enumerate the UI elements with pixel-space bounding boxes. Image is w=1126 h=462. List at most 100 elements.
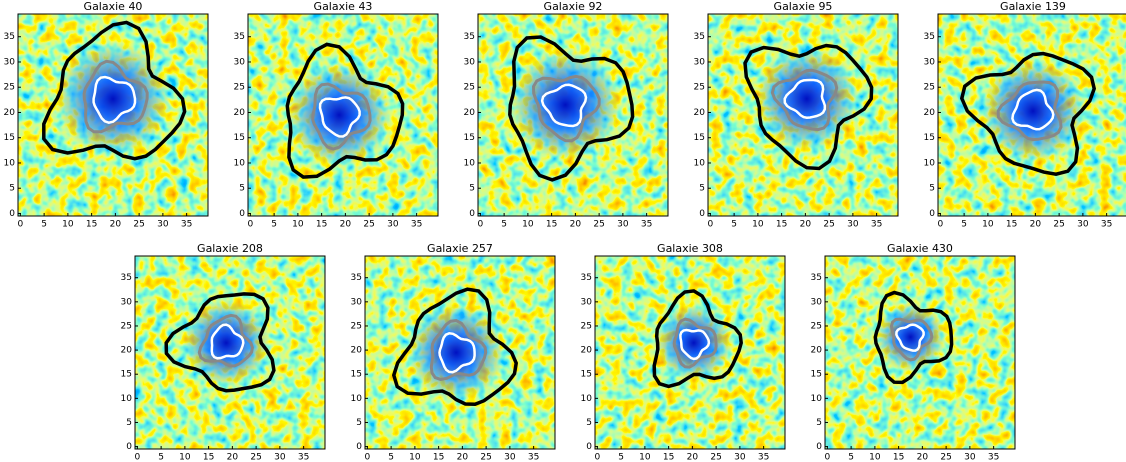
x-tick-label: 15 [663, 453, 674, 462]
y-tick-label: 25 [121, 321, 132, 331]
panel: 0 5 10 15 20 25 30 35 0 5 10 15 20 25 30 35 Galaxie 95 [694, 0, 899, 230]
y-tick-label: 0 [929, 209, 935, 219]
x-tick-label: 25 [1053, 220, 1064, 230]
y-tick-label: 30 [694, 57, 706, 67]
x-tick-label: 30 [387, 220, 399, 230]
panel-title: Galaxie 95 [774, 0, 833, 13]
contour [285, 42, 405, 179]
contour [889, 317, 934, 362]
contour [164, 292, 276, 393]
y-tick-label: 20 [4, 108, 16, 118]
x-tick-label: 30 [734, 453, 746, 462]
x-tick-label: 35 [871, 220, 882, 230]
panel-title: Galaxie 308 [657, 242, 723, 255]
y-tick-label: 15 [811, 370, 822, 380]
x-tick-label: 30 [1077, 220, 1089, 230]
x-tick-label: 20 [687, 453, 699, 462]
x-tick-label: 35 [641, 220, 652, 230]
y-tick-label: 10 [234, 158, 246, 168]
x-tick-label: 35 [298, 453, 309, 462]
x-tick-label: 15 [776, 220, 787, 230]
x-tick-label: 10 [982, 220, 994, 230]
x-tick-label: 30 [504, 453, 516, 462]
panel: 0 5 10 15 20 25 30 35 0 5 10 15 20 25 30 35 Galaxie 40 [4, 0, 209, 230]
plot-frame [134, 255, 326, 450]
y-tick-label: 20 [464, 108, 476, 118]
x-tick-label: 20 [110, 220, 122, 230]
contour [996, 80, 1063, 142]
x-tick-label: 0 [365, 453, 371, 462]
x-tick-label: 25 [823, 220, 834, 230]
contour [42, 20, 187, 161]
x-tick-label: 20 [917, 453, 929, 462]
x-tick-label: 20 [1030, 220, 1042, 230]
panel: 0 5 10 15 20 25 30 35 0 5 10 15 20 25 30 35 Galaxie 139 [924, 0, 1126, 230]
x-tick-label: 20 [227, 453, 239, 462]
y-tick-label: 35 [464, 32, 475, 42]
contour [873, 290, 954, 385]
y-tick-label: 20 [121, 346, 133, 356]
y-tick-label: 30 [121, 297, 133, 307]
x-tick-label: 15 [203, 453, 214, 462]
y-tick-label: 15 [121, 370, 132, 380]
y-tick-label: 5 [929, 184, 935, 194]
x-tick-label: 25 [363, 220, 374, 230]
x-tick-label: 35 [988, 453, 999, 462]
y-tick-label: 0 [239, 209, 245, 219]
plot-frame [17, 13, 209, 217]
x-tick-label: 25 [710, 453, 721, 462]
y-tick-label: 35 [121, 273, 132, 283]
y-tick-label: 5 [816, 418, 822, 428]
contour [531, 74, 601, 143]
y-tick-label: 20 [234, 108, 246, 118]
plot-frame [824, 255, 1016, 450]
x-tick-label: 30 [157, 220, 169, 230]
x-tick-label: 10 [522, 220, 534, 230]
x-tick-label: 5 [41, 220, 47, 230]
panel: 0 5 10 15 20 25 30 35 0 5 10 15 20 25 30 35 Galaxie 92 [464, 0, 669, 230]
x-tick-label: 5 [388, 453, 394, 462]
x-tick-label: 5 [961, 220, 967, 230]
x-tick-label: 20 [340, 220, 352, 230]
contour [679, 328, 711, 361]
panel-title: Galaxie 208 [197, 242, 263, 255]
contour [92, 75, 137, 125]
contour [743, 43, 874, 171]
x-tick-label: 5 [618, 453, 624, 462]
x-tick-label: 20 [800, 220, 812, 230]
x-tick-label: 0 [938, 220, 944, 230]
x-tick-label: 20 [570, 220, 582, 230]
x-tick-label: 30 [617, 220, 629, 230]
panel-title: Galaxie 257 [427, 242, 493, 255]
y-tick-label: 5 [469, 184, 475, 194]
y-tick-label: 5 [9, 184, 15, 194]
y-tick-label: 30 [581, 297, 593, 307]
x-tick-label: 15 [316, 220, 327, 230]
y-tick-label: 10 [811, 394, 823, 404]
galaxy-core [656, 305, 732, 381]
y-tick-label: 10 [121, 394, 133, 404]
y-tick-label: 15 [351, 370, 362, 380]
y-tick-label: 10 [581, 394, 593, 404]
x-tick-label: 35 [1101, 220, 1112, 230]
y-tick-label: 20 [924, 108, 936, 118]
y-tick-label: 0 [586, 442, 592, 452]
x-tick-label: 15 [86, 220, 97, 230]
x-tick-label: 35 [181, 220, 192, 230]
y-tick-label: 0 [9, 209, 15, 219]
contour [311, 82, 372, 151]
x-tick-label: 0 [708, 220, 714, 230]
y-tick-label: 25 [234, 83, 245, 93]
x-tick-label: 5 [848, 453, 854, 462]
y-tick-label: 5 [239, 184, 245, 194]
y-tick-label: 25 [811, 321, 822, 331]
y-tick-label: 30 [464, 57, 476, 67]
contour [429, 318, 488, 381]
y-tick-label: 10 [464, 158, 476, 168]
y-tick-label: 15 [924, 133, 935, 143]
contour [391, 287, 519, 407]
y-tick-label: 10 [924, 158, 936, 168]
plot-frame [594, 255, 786, 450]
x-tick-label: 0 [248, 220, 254, 230]
